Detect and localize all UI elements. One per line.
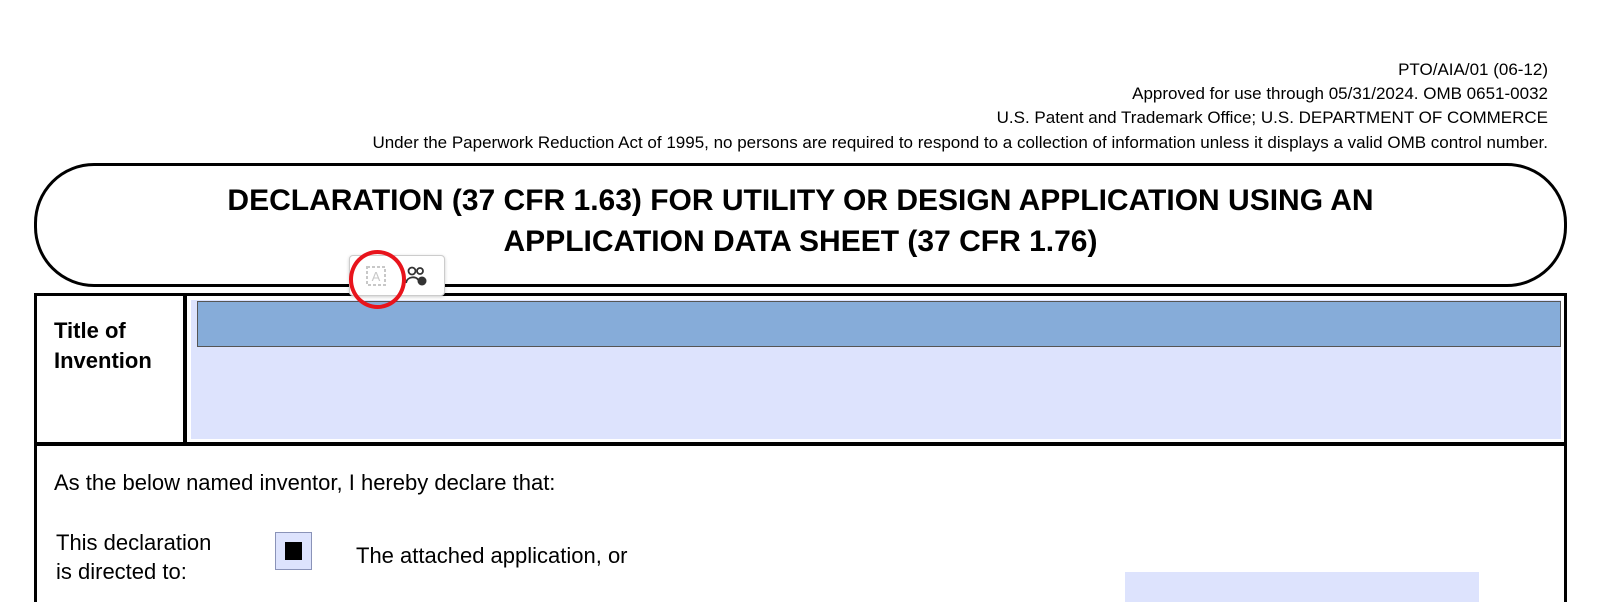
checkbox-checked-mark [285, 542, 302, 560]
column-divider [183, 293, 187, 443]
attached-application-checkbox[interactable] [275, 532, 312, 570]
approval-text: Approved for use through 05/31/2024. OMB… [1132, 84, 1548, 104]
attached-application-label: The attached application, or [356, 543, 628, 569]
form-title-line1: DECLARATION (37 CFR 1.63) FOR UTILITY OR… [40, 184, 1561, 218]
title-of-invention-input[interactable] [197, 301, 1561, 347]
application-number-input[interactable] [1125, 572, 1479, 602]
paperwork-notice: Under the Paperwork Reduction Act of 199… [372, 133, 1548, 153]
invention-label-line2: Invention [54, 348, 152, 374]
highlight-circle [349, 250, 406, 309]
directed-label-line2: is directed to: [56, 559, 187, 585]
form-id: PTO/AIA/01 (06-12) [1398, 60, 1548, 80]
invention-label-line1: Title of [54, 318, 126, 344]
declaration-intro: As the below named inventor, I hereby de… [54, 470, 555, 496]
people-sign-icon[interactable] [405, 265, 429, 287]
form-title-line2: APPLICATION DATA SHEET (37 CFR 1.76) [40, 225, 1561, 259]
directed-label-line1: This declaration [56, 530, 211, 556]
office-text: U.S. Patent and Trademark Office; U.S. D… [997, 108, 1548, 128]
